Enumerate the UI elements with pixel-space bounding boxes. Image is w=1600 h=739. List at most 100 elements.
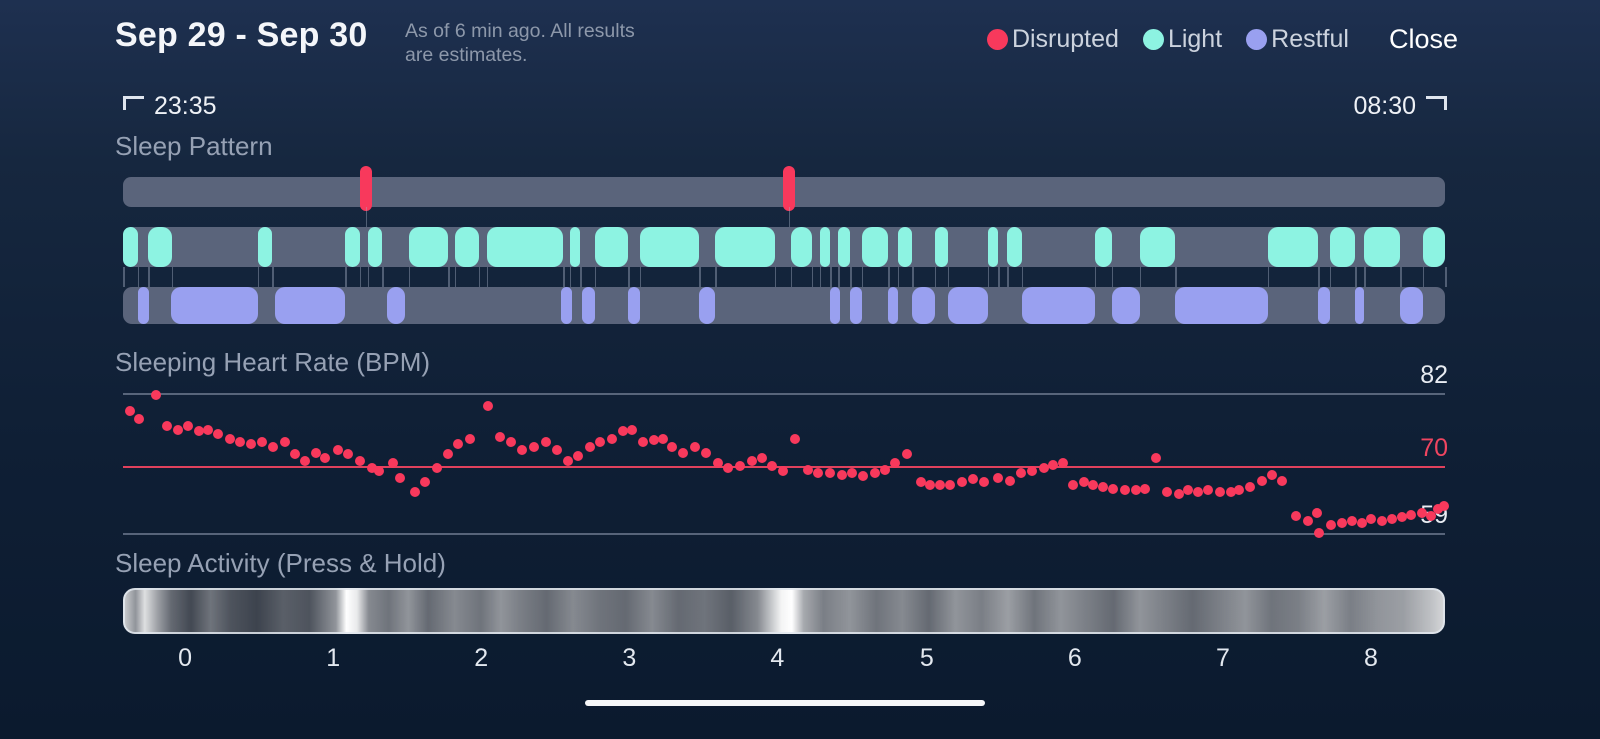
heart-rate-dot	[626, 424, 637, 435]
legend-label: Restful	[1271, 25, 1349, 53]
heart-rate-dot	[1120, 484, 1131, 495]
light-sleep-segment	[486, 227, 564, 267]
heart-rate-dot	[802, 464, 813, 475]
page-title: Sep 29 - Sep 30	[115, 16, 368, 54]
transition-line	[137, 267, 140, 287]
legend-item-restful: Restful	[1246, 25, 1349, 54]
range-start-bracket-icon	[123, 95, 144, 110]
light-sleep-segment	[594, 227, 628, 267]
heart-rate-dot	[224, 433, 235, 444]
heart-rate-dot	[1068, 479, 1079, 490]
transition-line	[830, 267, 832, 287]
light-sleep-segment	[1329, 227, 1356, 267]
heart-rate-dot	[1267, 469, 1278, 480]
transition-line	[1329, 267, 1332, 287]
gridline-82	[123, 393, 1445, 395]
transition-line	[1318, 267, 1320, 287]
heart-rate-dot	[367, 462, 378, 473]
heart-rate-dot	[1139, 484, 1150, 495]
legend: Disrupted Light Restful	[986, 25, 1349, 54]
light-sleep-segment	[838, 227, 851, 267]
heart-rate-dot	[1215, 486, 1226, 497]
light-sleep-segment	[367, 227, 383, 267]
range-end: 08:30	[1353, 92, 1447, 121]
transition-line	[861, 267, 864, 287]
heart-rate-dot	[789, 433, 800, 444]
y-axis-label-70: 70	[1420, 434, 1448, 463]
transition-line	[715, 267, 717, 287]
heart-rate-dot	[162, 421, 173, 432]
home-indicator[interactable]	[585, 700, 985, 706]
heart-rate-dot	[957, 477, 968, 488]
header-right: Disrupted Light Restful Close	[986, 24, 1458, 55]
light-sleep-segment	[639, 227, 700, 267]
heart-rate-dot	[1277, 475, 1288, 486]
close-button[interactable]: Close	[1388, 24, 1458, 54]
restful-sleep-segment	[628, 287, 640, 324]
restful-sleep-segment	[137, 287, 150, 324]
range-end-bracket-icon	[1426, 95, 1447, 110]
transition-line	[947, 267, 950, 287]
legend-label: Disrupted	[1011, 25, 1119, 53]
heart-rate-dot	[746, 455, 757, 466]
heart-rate-dot	[552, 444, 563, 455]
heart-rate-title: Sleeping Heart Rate (BPM)	[115, 347, 431, 377]
transition-line	[912, 267, 914, 287]
heart-rate-dot	[722, 462, 733, 473]
heart-rate-dot	[125, 405, 136, 416]
heart-rate-dot	[267, 442, 278, 453]
transition-line	[819, 267, 822, 287]
heart-rate-dot	[395, 472, 406, 483]
transition-line	[1445, 267, 1447, 287]
heart-rate-dot	[1004, 475, 1015, 486]
transition-line	[1139, 267, 1142, 287]
heart-rate-dot	[355, 455, 366, 466]
heart-rate-dot	[387, 458, 398, 468]
range-start-time: 23:35	[154, 92, 217, 120]
light-sleep-segment	[1094, 227, 1112, 267]
transition-line	[257, 267, 260, 287]
restful-sleep-segment	[850, 287, 862, 324]
heart-rate-dot	[289, 449, 300, 460]
heart-rate-dot	[1108, 484, 1119, 495]
restful-sleep-segment	[170, 287, 258, 324]
heart-rate-dot	[1203, 484, 1214, 495]
heart-rate-dot	[540, 437, 551, 448]
hour-tick-4: 4	[770, 644, 785, 672]
heart-rate-dot	[1151, 452, 1162, 463]
transition-line	[1111, 267, 1114, 287]
heart-rate-dot	[464, 433, 475, 444]
transition-line	[594, 267, 597, 287]
transition-line	[1355, 267, 1357, 287]
heart-rate-dot	[300, 455, 311, 466]
transition-line	[774, 267, 777, 287]
sleep-activity-heatmap[interactable]	[123, 588, 1445, 634]
light-sleep-segment	[897, 227, 913, 267]
heart-rate-dot	[1357, 517, 1368, 528]
heart-rate-dot	[1314, 528, 1325, 538]
light-sleep-segment	[148, 227, 172, 267]
transition-line	[454, 267, 457, 287]
heart-rate-dot	[1130, 484, 1141, 495]
restful-sleep-segment	[1175, 287, 1268, 324]
heart-rate-dot	[1336, 517, 1347, 528]
heart-rate-dot	[1087, 479, 1098, 490]
heart-rate-dot	[1290, 510, 1301, 521]
transition-line	[788, 207, 791, 227]
transition-line	[359, 267, 362, 287]
heart-rate-dot	[979, 477, 990, 488]
light-sleep-segment	[790, 227, 812, 267]
transition-line	[628, 267, 630, 287]
heart-rate-dot	[343, 449, 354, 460]
restful-sleep-segment	[1318, 287, 1330, 324]
transition-line	[888, 267, 890, 287]
hour-tick-2: 2	[474, 644, 489, 672]
heart-rate-dot	[494, 431, 505, 442]
heart-rate-dot	[1376, 515, 1387, 526]
hour-tick-5: 5	[919, 644, 934, 672]
light-sleep-segment	[715, 227, 775, 267]
y-axis-label-82: 82	[1420, 361, 1448, 389]
light-sleep-track	[123, 227, 1445, 267]
heart-rate-dot	[825, 467, 836, 478]
heart-rate-dot	[813, 467, 824, 478]
